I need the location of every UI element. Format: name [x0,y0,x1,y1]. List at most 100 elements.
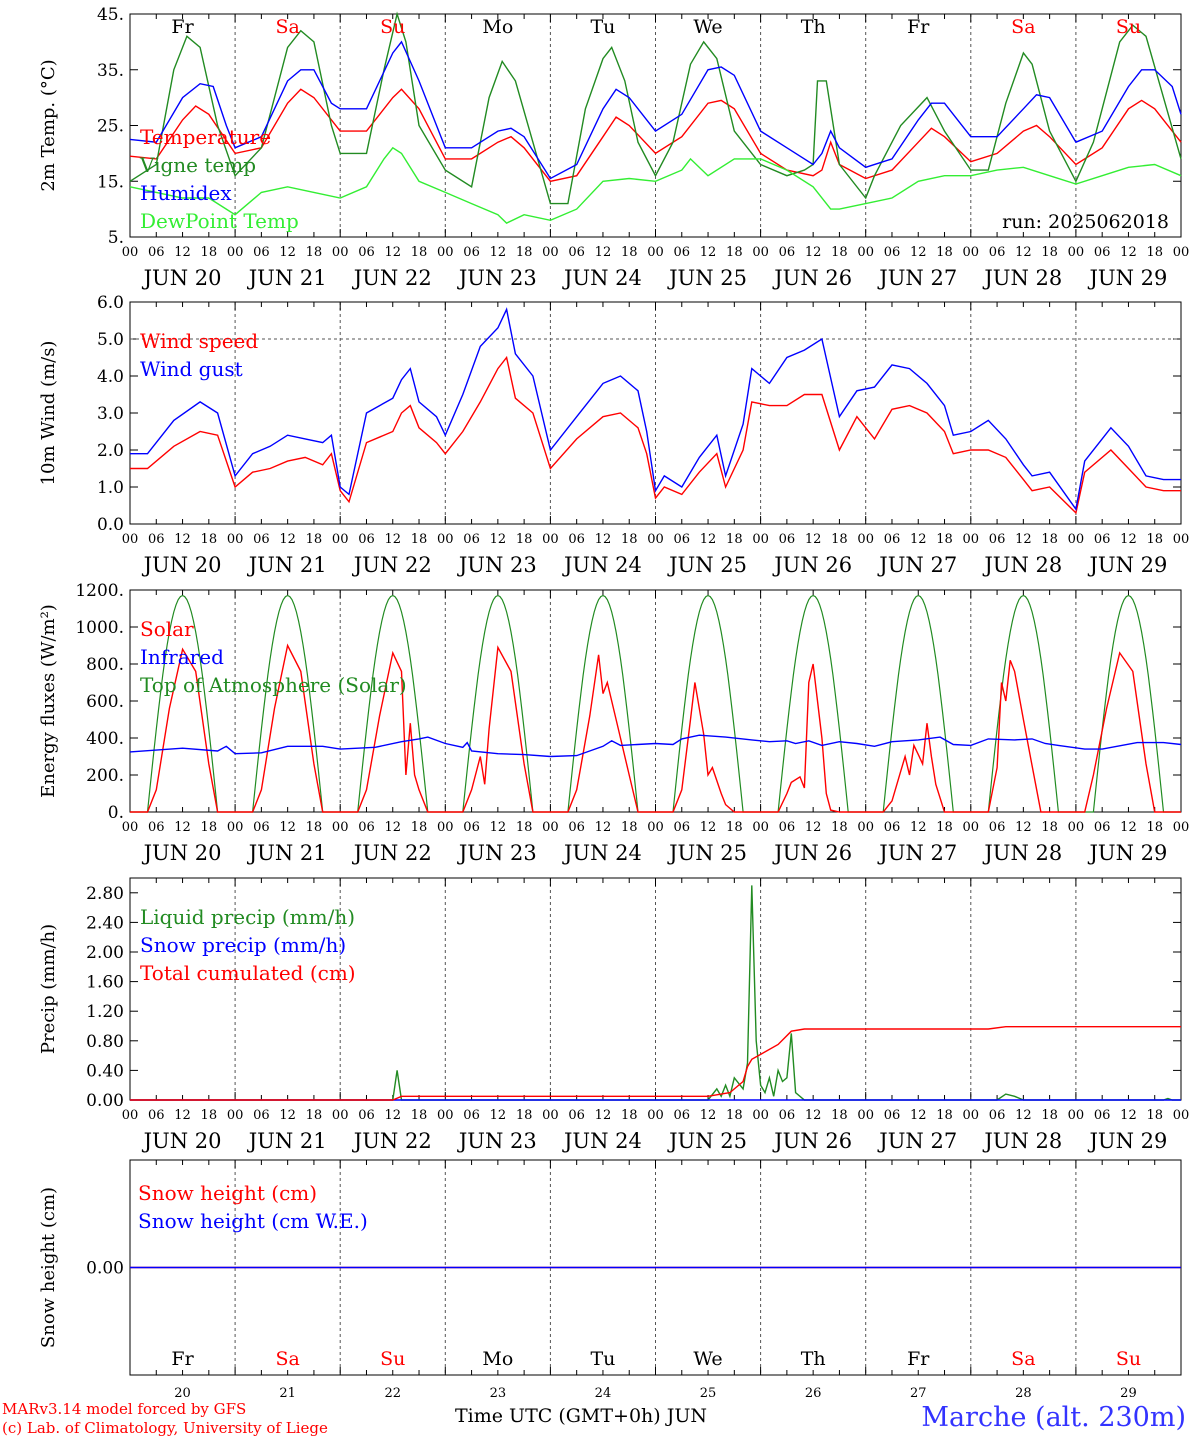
weekday-label: Sa [1011,1348,1035,1370]
date-label: JUN 26 [772,553,852,577]
date-label: JUN 20 [142,841,222,865]
hour-tick-label: 12 [279,532,296,547]
hour-tick-label: 12 [595,820,612,835]
hour-tick-label: 12 [174,1108,191,1123]
hour-tick-label: 00 [647,1108,664,1123]
series-wind-speed-line [130,355,1181,515]
hour-tick-label: 18 [936,245,953,260]
y-tick-label: 5. [108,228,124,248]
day-number-label: 23 [490,1386,507,1401]
hour-tick-label: 12 [595,532,612,547]
hour-tick-label: 00 [963,532,980,547]
hour-tick-label: 06 [989,1108,1006,1123]
hour-tick-label: 18 [831,820,848,835]
hour-tick-label: 12 [279,1108,296,1123]
hour-tick-label: 00 [227,532,244,547]
hour-tick-label: 00 [542,1108,559,1123]
weekday-label: Su [1116,16,1141,38]
x-axis-title: Time UTC (GMT+0h) JUN [455,1405,707,1427]
hour-tick-label: 12 [174,245,191,260]
date-label: JUN 26 [772,266,852,290]
legend-entry: Humidex [140,181,232,205]
hour-tick-label: 06 [989,532,1006,547]
y-tick-label: 25. [97,117,124,137]
hour-tick-label: 00 [963,820,980,835]
y-tick-label: 0.40 [86,1061,124,1081]
weekday-label: Mo [482,1348,513,1370]
hour-tick-label: 18 [516,532,533,547]
hour-tick-label: 18 [726,820,743,835]
hour-tick-label: 06 [253,1108,270,1123]
hour-tick-label: 12 [805,820,822,835]
hour-tick-label: 06 [358,245,375,260]
hour-tick-label: 12 [805,532,822,547]
legend-entry: Solar [140,617,194,641]
day-number-label: 22 [384,1386,401,1401]
hour-tick-label: 12 [490,245,507,260]
hour-tick-label: 18 [1146,820,1163,835]
hour-tick-label: 00 [437,820,454,835]
day-number-label: 20 [174,1386,191,1401]
hour-tick-label: 00 [647,820,664,835]
hour-tick-label: 00 [963,1108,980,1123]
date-label: JUN 23 [457,266,537,290]
legend-entry: Top of Atmosphere (Solar) [140,673,407,697]
hour-tick-label: 06 [779,245,796,260]
hour-tick-label: 12 [490,1108,507,1123]
hour-tick-label: 00 [752,1108,769,1123]
date-label: JUN 21 [247,1129,327,1153]
date-label: JUN 23 [457,841,537,865]
y-tick-label: 2.00 [86,943,124,963]
hour-tick-label: 12 [595,1108,612,1123]
series-wind-gust-line [130,307,1181,511]
hour-tick-label: 18 [1041,532,1058,547]
hour-tick-label: 06 [148,245,165,260]
y-tick-label: 1.60 [86,973,124,993]
hour-tick-label: 12 [910,245,927,260]
hour-tick-label: 06 [1094,532,1111,547]
y-tick-label: 1.20 [86,1002,124,1022]
hour-tick-label: 00 [437,532,454,547]
legend-entry: Wind speed [140,329,258,353]
hour-tick-label: 18 [831,245,848,260]
hour-tick-label: 00 [122,532,139,547]
hour-tick-label: 06 [884,245,901,260]
y-axis-label: Energy fluxes (W/m²) [38,604,59,798]
y-tick-label: 5.0 [97,330,124,350]
hour-tick-label: 12 [1015,820,1032,835]
weekday-label: Th [801,16,826,38]
day-number-label: 29 [1120,1386,1137,1401]
date-label: JUN 22 [352,553,432,577]
hour-tick-label: 18 [306,1108,323,1123]
y-tick-label: 400. [86,729,124,749]
legend-entry: Total cumulated (cm) [140,961,356,985]
hour-tick-label: 18 [306,532,323,547]
y-tick-label: 3.0 [97,404,124,424]
date-label: JUN 28 [982,553,1062,577]
weekday-label: Fr [171,1348,194,1370]
hour-tick-label: 18 [936,1108,953,1123]
hour-tick-label: 18 [1041,820,1058,835]
lab-credit: (c) Lab. of Climatology, University of L… [2,1419,328,1437]
hour-tick-label: 12 [1120,820,1137,835]
legend-entry: Snow height (cm) [138,1181,317,1205]
weekday-label: Fr [907,16,930,38]
y-tick-label: 1.0 [97,478,124,498]
hour-tick-label: 00 [752,532,769,547]
date-label: JUN 25 [667,553,747,577]
date-label: JUN 22 [352,841,432,865]
weekday-label: Sa [275,16,299,38]
hour-tick-label: 18 [516,245,533,260]
weekday-label: Tu [590,1348,615,1370]
y-tick-label: 0. [108,803,124,823]
series-solar-line [130,643,1181,813]
hour-tick-label: 00 [227,245,244,260]
y-tick-label: 1200. [75,581,124,601]
hour-tick-label: 12 [595,245,612,260]
date-label: JUN 20 [142,553,222,577]
hour-tick-label: 06 [463,820,480,835]
y-axis-label: Snow height (cm) [38,1187,59,1348]
date-label: JUN 26 [772,841,852,865]
hour-tick-label: 18 [201,245,218,260]
hour-tick-label: 00 [332,532,349,547]
